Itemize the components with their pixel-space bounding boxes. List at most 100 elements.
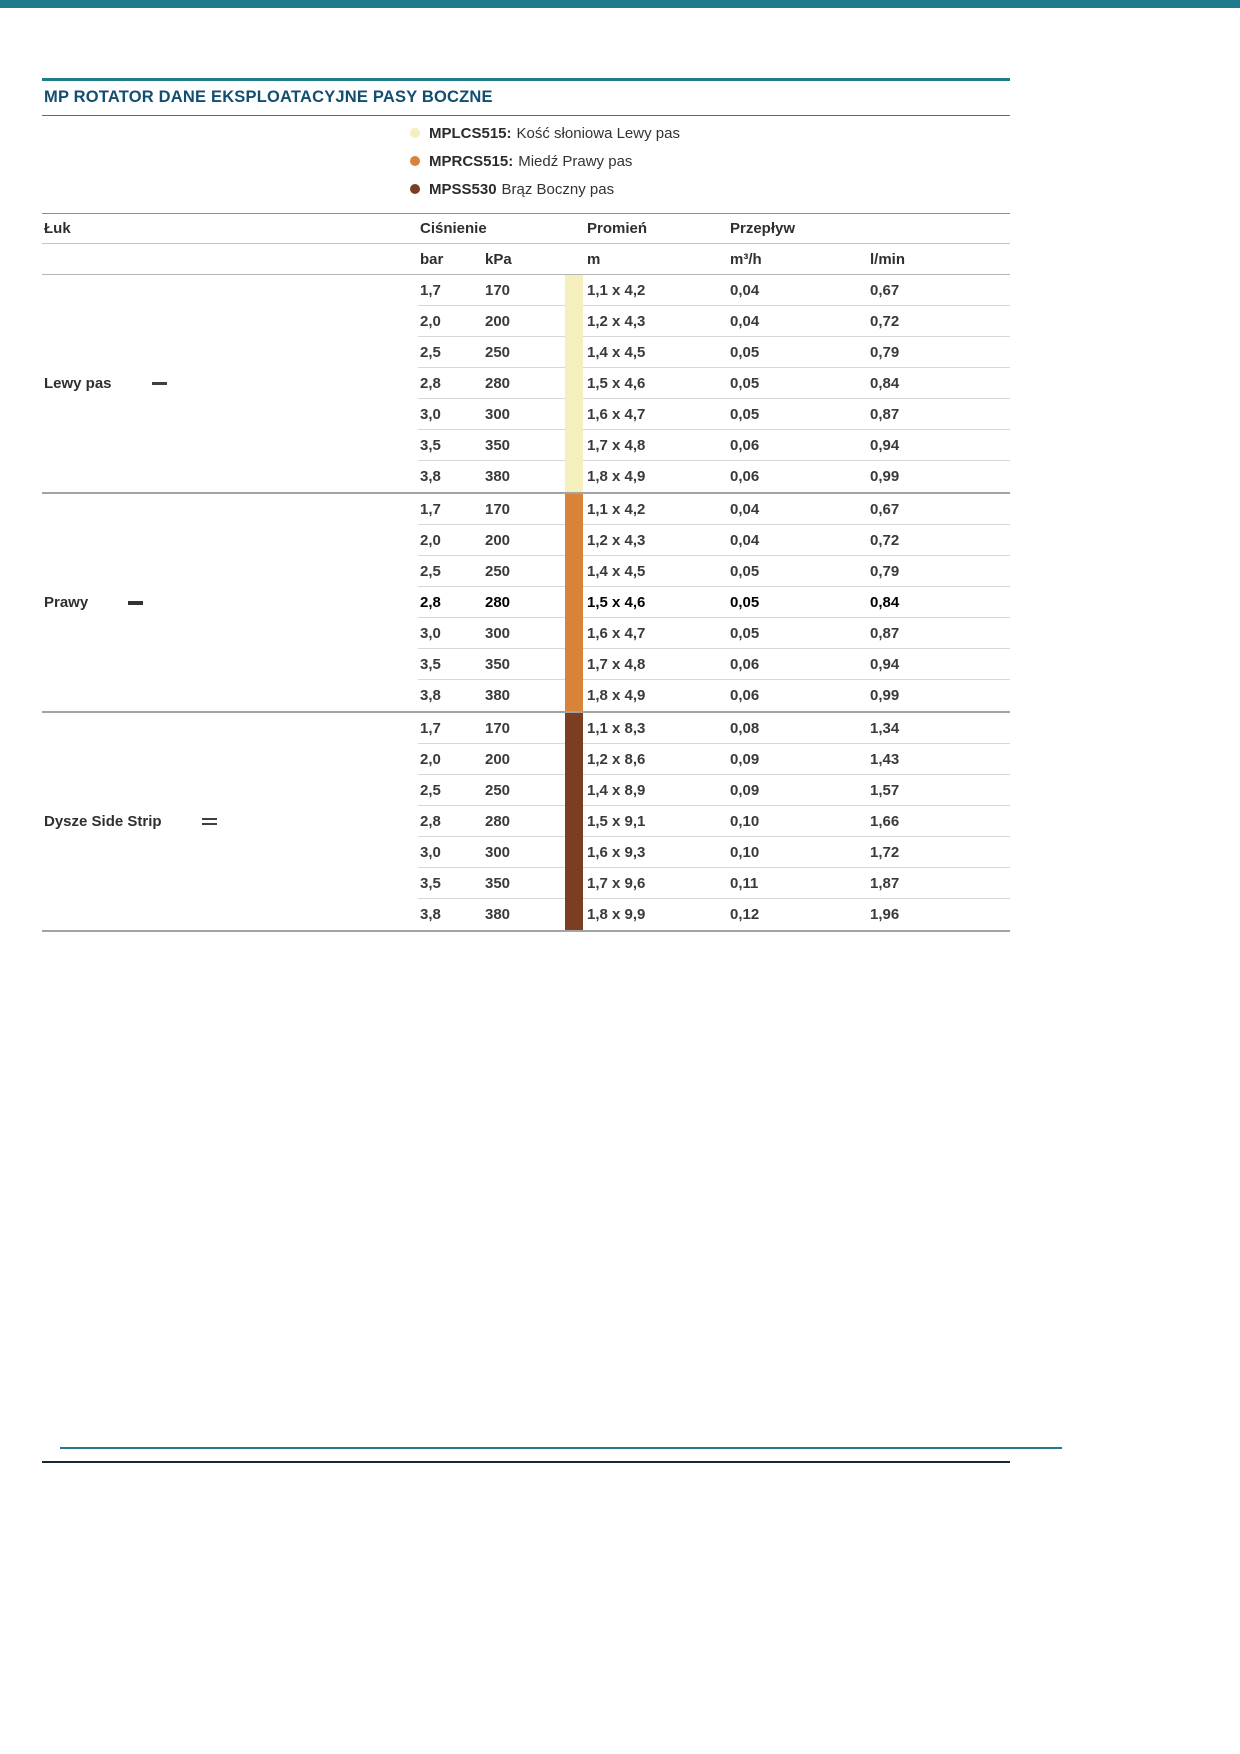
title-rule [42,78,1010,81]
cell-lmin: 1,34 [870,719,900,737]
cell-bar: 2,8 [420,593,441,611]
cell-kpa: 200 [485,750,511,768]
cell-bar: 3,8 [420,906,441,923]
legend-item: MPLCS515: Kość słoniowa Lewy pas [410,119,680,147]
table-row: 1,7 170 1,1 x 8,3 0,08 1,34 [418,713,1010,744]
cell-bar: 1,7 [420,719,441,737]
table-row: 2,0 200 1,2 x 8,6 0,09 1,43 [418,744,1010,775]
cell-lmin: 1,43 [870,750,900,768]
header-radius: Promień [587,220,648,237]
cell-m: 1,6 x 4,7 [587,405,646,423]
table-body: Lewy pas 1,7 170 1,1 x 4,2 0,04 0,67 2,0 200 1,2… [42,275,1010,932]
cell-m: 1,5 x 9,1 [587,812,646,830]
cell-kpa: 350 [485,874,511,892]
cell-lmin: 0,84 [870,374,900,392]
subheader-lmin: l/min [870,250,906,268]
cell-m3h: 0,09 [730,750,760,768]
table-section: Prawy 1,7 170 1,1 x 4,2 0,04 0,67 2,0 200 1,2 x … [42,492,1010,711]
cell-m: 1,1 x 4,2 [587,500,646,518]
cell-bar: 3,8 [420,468,441,485]
cell-kpa: 170 [485,500,511,518]
cell-kpa: 250 [485,781,511,799]
color-strip [565,494,583,711]
cell-m3h: 0,06 [730,655,760,673]
cell-bar: 2,8 [420,812,441,830]
section-label-wrap: Dysze Side Strip [42,813,217,830]
cell-bar: 2,5 [420,562,441,580]
table-row: 3,8 380 1,8 x 4,9 0,06 0,99 [418,461,1010,492]
cell-m3h: 0,12 [730,906,760,923]
legend-color-dot [410,156,420,166]
cell-kpa: 200 [485,531,511,549]
legend-color-dot [410,184,420,194]
cell-m3h: 0,06 [730,436,760,454]
table-row: 2,8 280 1,5 x 4,6 0,05 0,84 [418,587,1010,618]
legend: MPLCS515: Kość słoniowa Lewy pas MPRCS515:… [410,119,680,203]
cell-kpa: 350 [485,655,511,673]
table-row: 3,8 380 1,8 x 9,9 0,12 1,96 [418,899,1010,930]
cell-bar: 2,0 [420,750,441,768]
cell-m: 1,7 x 9,6 [587,874,646,892]
cell-kpa: 170 [485,281,511,299]
cell-m: 1,2 x 4,3 [587,312,646,330]
table-row: 3,0 300 1,6 x 4,7 0,05 0,87 [418,399,1010,430]
cell-m3h: 0,05 [730,593,760,611]
cell-m: 1,2 x 4,3 [587,531,646,549]
subheader-kpa: kPa [485,250,512,268]
cell-kpa: 380 [485,687,511,704]
cell-lmin: 0,99 [870,468,900,485]
footer-rule-teal [60,1447,1062,1449]
table-row: 1,7 170 1,1 x 4,2 0,04 0,67 [418,494,1010,525]
cell-m: 1,6 x 9,3 [587,843,646,861]
section-label-column: Lewy pas [42,275,418,492]
cell-m: 1,4 x 8,9 [587,781,646,799]
title-block: MP ROTATOR DANE EKSPLOATACYJNE PASY BOCZ… [42,78,1010,116]
section-label-column: Prawy [42,494,418,711]
cell-lmin: 0,99 [870,687,900,704]
section-label: Lewy pas [44,375,112,392]
section-rows: 1,7 170 1,1 x 8,3 0,08 1,34 2,0 200 1,2 x 8,6 0,… [418,713,1010,930]
cell-m: 1,6 x 4,7 [587,624,646,642]
cell-m: 1,5 x 4,6 [587,593,646,611]
cell-m3h: 0,05 [730,405,760,423]
cell-bar: 3,8 [420,687,441,704]
cell-kpa: 380 [485,906,511,923]
cell-m: 1,1 x 8,3 [587,719,646,737]
cell-bar: 3,5 [420,436,441,454]
cell-m: 1,8 x 4,9 [587,468,646,485]
table-row: 2,0 200 1,2 x 4,3 0,04 0,72 [418,525,1010,556]
cell-kpa: 300 [485,843,511,861]
cell-lmin: 0,67 [870,500,900,518]
table-row: 2,8 280 1,5 x 9,1 0,10 1,66 [418,806,1010,837]
section-rows: 1,7 170 1,1 x 4,2 0,04 0,67 2,0 200 1,2 x 4,3 0,… [418,494,1010,711]
subheader-m: m [587,250,601,268]
section-rows: 1,7 170 1,1 x 4,2 0,04 0,67 2,0 200 1,2 x 4,3 0,… [418,275,1010,492]
cell-lmin: 0,79 [870,562,900,580]
subheader-bar: bar [420,250,444,268]
cell-lmin: 0,84 [870,593,900,611]
cell-bar: 3,0 [420,624,441,642]
cell-m3h: 0,04 [730,312,760,330]
legend-item: MPSS530 Brąz Boczny pas [410,175,680,203]
cell-lmin: 1,66 [870,812,900,830]
cell-m3h: 0,06 [730,687,760,704]
cell-lmin: 1,72 [870,843,900,861]
spec-table: Łuk Ciśnienie Promień Przepływ bar kPa m… [42,213,1010,932]
cell-m: 1,5 x 4,6 [587,374,646,392]
cell-m3h: 0,05 [730,343,760,361]
section-label: Dysze Side Strip [44,813,162,830]
cell-kpa: 350 [485,436,511,454]
section-label-wrap: Lewy pas [42,375,167,392]
table-row: 3,5 350 1,7 x 4,8 0,06 0,94 [418,430,1010,461]
table-section: Lewy pas 1,7 170 1,1 x 4,2 0,04 0,67 2,0 200 1,2… [42,275,1010,492]
cell-lmin: 0,94 [870,436,900,454]
legend-color-dot [410,128,420,138]
table-row: 2,0 200 1,2 x 4,3 0,04 0,72 [418,306,1010,337]
cell-lmin: 0,67 [870,281,900,299]
cell-m3h: 0,04 [730,281,760,299]
cell-kpa: 170 [485,719,511,737]
cell-lmin: 0,87 [870,624,900,642]
table-subheader-row: bar kPa m m³/h l/min [42,244,1010,275]
cell-m3h: 0,04 [730,500,760,518]
cell-bar: 1,7 [420,500,441,518]
